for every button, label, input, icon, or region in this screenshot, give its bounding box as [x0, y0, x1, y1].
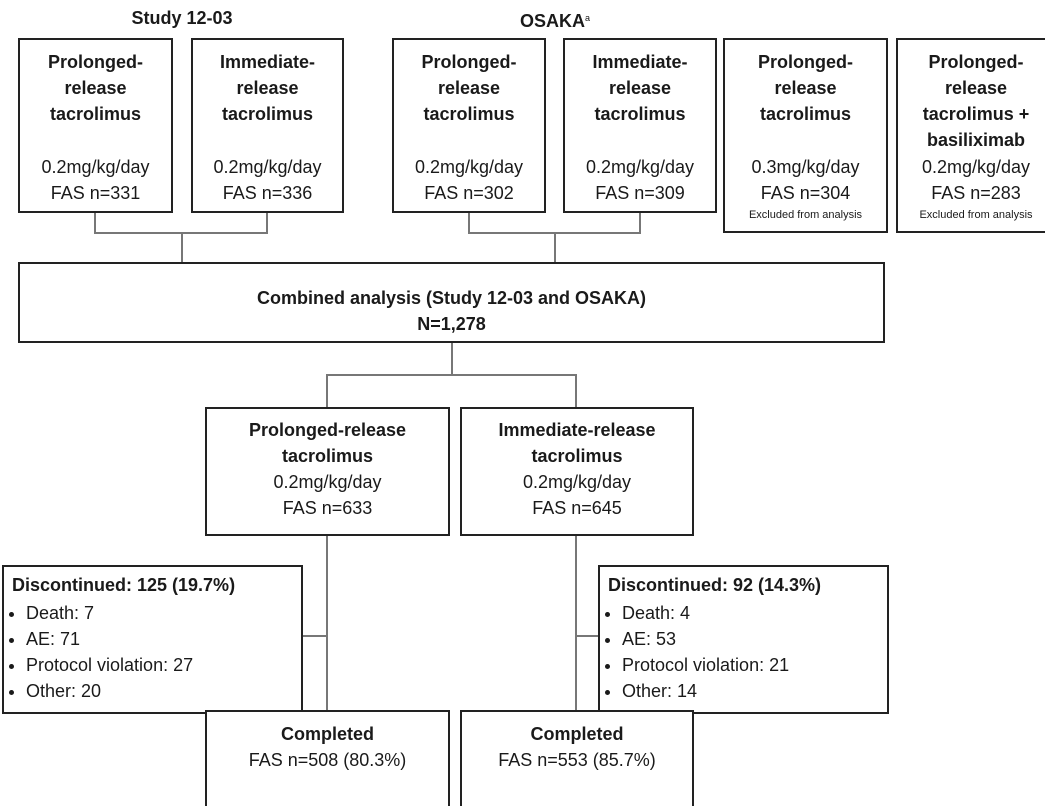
- arm-fas: FAS n=331: [50, 183, 141, 203]
- connector: [468, 212, 641, 262]
- discontinued-title: Discontinued: 125 (19.7%): [12, 575, 236, 595]
- group-label: Study 12-03: [131, 8, 233, 28]
- arm-note: Excluded from analysis: [748, 209, 863, 221]
- arm-box: Prolonged-release tacrolimus 0.2mg/kg/day F…: [18, 38, 173, 213]
- arm-name: release: [437, 78, 501, 98]
- completed-fas: FAS n=508 (80.3%): [248, 750, 407, 770]
- arm-dose: 0.2mg/kg/day: [921, 157, 1031, 177]
- superscript: a: [585, 13, 591, 23]
- arm-fas: FAS n=309: [595, 183, 685, 203]
- reason-list: Death: 7AE: 71Protocol violation: 27Othe…: [12, 600, 301, 704]
- completed-title: Completed: [530, 724, 624, 744]
- arm-fas: FAS n=336: [222, 183, 313, 203]
- arm-stats: 0.3mg/kg/day FAS n=304 Excluded from analy…: [725, 154, 886, 222]
- arm-name: Prolonged-: [421, 52, 517, 72]
- arm-fas: FAS n=302: [424, 183, 514, 203]
- reason-item: Death: 4: [622, 600, 887, 626]
- group-label: OSAKA: [519, 11, 585, 31]
- reason-item: AE: 71: [26, 626, 301, 652]
- combined-n: N=1,278: [417, 314, 486, 334]
- treatment-name: tacrolimus: [281, 446, 374, 466]
- arm-stats: 0.2mg/kg/day FAS n=336: [193, 154, 342, 206]
- connector: [302, 535, 328, 710]
- discontinued-box: Discontinued: 125 (19.7%) Death: 7AE: 71P…: [2, 565, 303, 714]
- reason-item: Other: 20: [26, 678, 301, 704]
- arm-dose: 0.2mg/kg/day: [213, 157, 322, 177]
- treatment-name: tacrolimus: [531, 446, 623, 466]
- arm-name: tacrolimus: [594, 104, 686, 124]
- arm-name: tacrolimus: [759, 104, 852, 124]
- completed-box: Completed FAS n=553 (85.7%): [460, 710, 694, 806]
- arm-stats: 0.2mg/kg/day FAS n=283 Excluded from analy…: [898, 154, 1045, 222]
- arm-name: tacrolimus: [423, 104, 515, 124]
- arm-box: Prolonged-release tacrolimus 0.3mg/kg/day F…: [723, 38, 888, 233]
- treatment-name: Prolonged-release: [248, 420, 407, 440]
- arm-name: release: [774, 78, 837, 98]
- arm-note: Excluded from analysis: [919, 209, 1033, 221]
- arm-dose: 0.3mg/kg/day: [751, 157, 860, 177]
- arm-dose: 0.2mg/kg/day: [414, 157, 524, 177]
- reason-item: Other: 14: [622, 678, 887, 704]
- arm-name: Prolonged-: [48, 52, 143, 72]
- treatment-dose: 0.2mg/kg/day: [522, 472, 632, 492]
- arm-name: release: [64, 78, 127, 98]
- group-label: OSAKAa: [520, 6, 590, 33]
- arm-name: tacrolimus +: [922, 104, 1030, 124]
- arm-dose: 0.2mg/kg/day: [585, 157, 695, 177]
- arm-stats: 0.2mg/kg/day FAS n=302: [394, 154, 544, 206]
- discontinued-box: Discontinued: 92 (14.3%) Death: 4AE: 53Pr…: [598, 565, 889, 714]
- completed-box: Completed FAS n=508 (80.3%): [205, 710, 450, 806]
- arm-box: Prolonged-release tacrolimus 0.2mg/kg/day F…: [392, 38, 546, 213]
- treatment-fas: FAS n=645: [532, 498, 622, 518]
- arm-name: Immediate-: [219, 52, 316, 72]
- arm-dose: 0.2mg/kg/day: [41, 157, 150, 177]
- arm-fas: FAS n=283: [931, 183, 1021, 203]
- treatment-name: Immediate-release: [498, 420, 656, 440]
- connector: [575, 535, 598, 710]
- arm-name: Immediate-: [592, 52, 688, 72]
- combined-box: Combined analysis (Study 12-03 and OSAKA…: [18, 262, 885, 343]
- treatment-dose: 0.2mg/kg/day: [273, 472, 382, 492]
- discontinued-title: Discontinued: 92 (14.3%): [608, 575, 822, 595]
- reason-item: Protocol violation: 27: [26, 652, 301, 678]
- treatment-box: Immediate-release tacrolimus 0.2mg/kg/day F…: [460, 407, 694, 536]
- completed-fas: FAS n=553 (85.7%): [498, 750, 656, 770]
- arm-name: basiliximab: [926, 130, 1026, 150]
- treatment-fas: FAS n=633: [282, 498, 373, 518]
- connector: [94, 212, 268, 262]
- treatment-box: Prolonged-release tacrolimus 0.2mg/kg/day F…: [205, 407, 450, 536]
- arm-name: Prolonged-: [928, 52, 1024, 72]
- reason-list: Death: 4AE: 53Protocol violation: 21Othe…: [608, 600, 887, 704]
- combined-title: Combined analysis (Study 12-03 and OSAKA…: [256, 288, 647, 308]
- arm-stats: 0.2mg/kg/day FAS n=331: [20, 154, 171, 206]
- reason-item: Death: 7: [26, 600, 301, 626]
- arm-name: release: [608, 78, 672, 98]
- arm-name: tacrolimus: [221, 104, 314, 124]
- reason-item: AE: 53: [622, 626, 887, 652]
- connector: [326, 342, 577, 407]
- arm-name: Prolonged-: [758, 52, 853, 72]
- reason-item: Protocol violation: 21: [622, 652, 887, 678]
- arm-box: Prolonged-release tacrolimus + basiliximab…: [896, 38, 1045, 233]
- arm-box: Immediate-release tacrolimus 0.2mg/kg/day F…: [191, 38, 344, 213]
- arm-box: Immediate-release tacrolimus 0.2mg/kg/day F…: [563, 38, 717, 213]
- completed-title: Completed: [280, 724, 374, 744]
- arm-name: tacrolimus: [49, 104, 142, 124]
- arm-name: release: [236, 78, 299, 98]
- arm-name: release: [944, 78, 1008, 98]
- arm-fas: FAS n=304: [760, 183, 851, 203]
- arm-stats: 0.2mg/kg/day FAS n=309: [565, 154, 715, 206]
